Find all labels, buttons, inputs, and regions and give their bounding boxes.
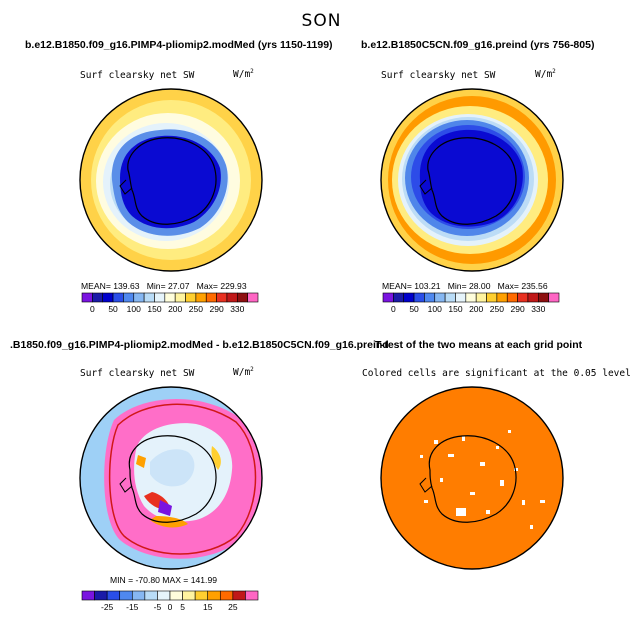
panel-3-map [79, 386, 263, 570]
panel-3-colorbar-box [144, 590, 158, 601]
panel-3-stats: MIN = -70.80 MAX = 141.99 [110, 575, 218, 585]
panel-3-variable: Surf clearsky net SW [80, 368, 195, 379]
panel-2-colorbar-box [455, 292, 467, 303]
panel-2-colorbar-box [434, 292, 446, 303]
panel-1-colorbar-box [92, 292, 104, 303]
panel-1-colorbar-box [102, 292, 114, 303]
panel-3-colorbar: -25 -15 -5 0 5 15 25 [81, 590, 259, 612]
panel-2-colorbar-tick-label: 0 [391, 304, 396, 314]
panel-1-colorbar-box [195, 292, 207, 303]
panel-2-colorbar-box [382, 292, 394, 303]
panel-1-units: W/m2 [233, 68, 254, 81]
panel-2-colorbar-box [527, 292, 539, 303]
panel-1-colorbar-box [226, 292, 238, 303]
panel-2-colorbar-box [537, 292, 549, 303]
panel-3-title: .B1850.f09_g16.PIMP4-pliomip2.modMed - b… [10, 339, 389, 351]
panel-1-colorbar-box [143, 292, 155, 303]
panel-3-colorbar-tick-label: 0 [168, 602, 173, 612]
panel-3-colorbar-tick-label: -5 [154, 602, 162, 612]
panel-2-colorbar-tick-label: 50 [409, 304, 419, 314]
panel-4-variable: Colored cells are significant at the 0.0… [362, 368, 631, 379]
panel-1-colorbar-box [247, 292, 259, 303]
panel-2-colorbar-box [475, 292, 487, 303]
panel-2-colorbar-box [506, 292, 518, 303]
panel-3-colorbar-box [182, 590, 196, 601]
panel-3-colorbar-tick-label: 15 [203, 602, 213, 612]
panel-2-colorbar-box [486, 292, 498, 303]
panel-3-colorbar-tick-label: 25 [228, 602, 238, 612]
panel-3-colorbar-box [207, 590, 221, 601]
panel-1-map [79, 88, 263, 272]
panel-3-colorbar-box [219, 590, 234, 601]
panel-2-units: W/m2 [535, 68, 556, 81]
panel-2-variable: Surf clearsky net SW [381, 70, 496, 81]
panel-2-colorbar-box [413, 292, 425, 303]
panel-2-colorbar-box [444, 292, 456, 303]
panel-3-colorbar-box [194, 590, 209, 601]
panel-3-colorbar-box [131, 590, 146, 601]
panel-3-colorbar-box [232, 590, 246, 601]
figure-title: SON [301, 11, 342, 31]
panel-2-colorbar-box [424, 292, 436, 303]
panel-1-colorbar-box [123, 292, 135, 303]
panel-1-colorbar-box [154, 292, 166, 303]
panel-1-colorbar: 0 50 100 150 200 250 290 330 [81, 292, 259, 314]
panel-4-map [380, 386, 564, 570]
panel-3-colorbar-tick-label: 5 [180, 602, 185, 612]
panel-2-colorbar-tick-label: 150 [448, 304, 462, 314]
panel-1-variable: Surf clearsky net SW [80, 70, 195, 81]
panel-3-colorbar-box [106, 590, 121, 601]
panel-1-stats: MEAN= 139.63 Min= 27.07 Max= 229.93 [81, 281, 247, 291]
panel-2-map [380, 88, 564, 272]
panel-2-colorbar-box [403, 292, 415, 303]
panel-2-colorbar-tick-label: 200 [469, 304, 483, 314]
panel-1-colorbar-box [133, 292, 145, 303]
panel-3-units: W/m2 [233, 366, 254, 379]
panel-1-colorbar-box [236, 292, 248, 303]
panel-2-colorbar-box [393, 292, 405, 303]
panel-2-stats: MEAN= 103.21 Min= 28.00 Max= 235.56 [382, 281, 548, 291]
panel-2-colorbar-box [465, 292, 477, 303]
panel-1-title: b.e12.B1850.f09_g16.PIMP4-pliomip2.modMe… [25, 39, 333, 51]
panel-1-colorbar-box [205, 292, 217, 303]
panel-1-colorbar-tick-label: 100 [127, 304, 141, 314]
panel-1-colorbar-tick-label: 150 [147, 304, 161, 314]
panel-2-colorbar-tick-label: 100 [428, 304, 442, 314]
panel-3-colorbar-box [81, 590, 95, 601]
panel-1-colorbar-box [216, 292, 228, 303]
panel-1-colorbar-tick-label: 250 [189, 304, 203, 314]
panel-1-colorbar-tick-label: 50 [108, 304, 118, 314]
panel-1-colorbar-box [81, 292, 93, 303]
panel-3-colorbar-box [94, 590, 108, 601]
panel-1-colorbar-tick-label: 290 [209, 304, 223, 314]
panel-3-colorbar-box [157, 590, 171, 601]
panel-2-colorbar-box [548, 292, 560, 303]
panel-1-colorbar-box [185, 292, 197, 303]
panel-3-colorbar-box [245, 590, 259, 601]
panel-2-colorbar-box [517, 292, 529, 303]
panel-2-colorbar-tick-label: 330 [531, 304, 545, 314]
panel-1-colorbar-box [174, 292, 186, 303]
panel-2-colorbar: 0 50 100 150 200 250 290 330 [382, 292, 560, 314]
panel-2-colorbar-tick-label: 250 [490, 304, 504, 314]
panel-1-colorbar-box [164, 292, 176, 303]
panel-2-colorbar-tick-label: 290 [510, 304, 524, 314]
panel-1-colorbar-tick-label: 330 [230, 304, 244, 314]
panel-3-colorbar-box [169, 590, 183, 601]
panel-1-colorbar-tick-label: 0 [90, 304, 95, 314]
panel-2-title: b.e12.B1850C5CN.f09_g16.preind (yrs 756-… [361, 39, 595, 51]
panel-3-colorbar-box [119, 590, 133, 601]
panel-2-colorbar-box [496, 292, 508, 303]
panel-3-colorbar-tick-label: -15 [126, 602, 139, 612]
panel-4-title: T-test of the two means at each grid poi… [375, 339, 583, 351]
panel-1-colorbar-box [112, 292, 124, 303]
panel-3-colorbar-tick-label: -25 [101, 602, 114, 612]
panel-1-colorbar-tick-label: 200 [168, 304, 182, 314]
